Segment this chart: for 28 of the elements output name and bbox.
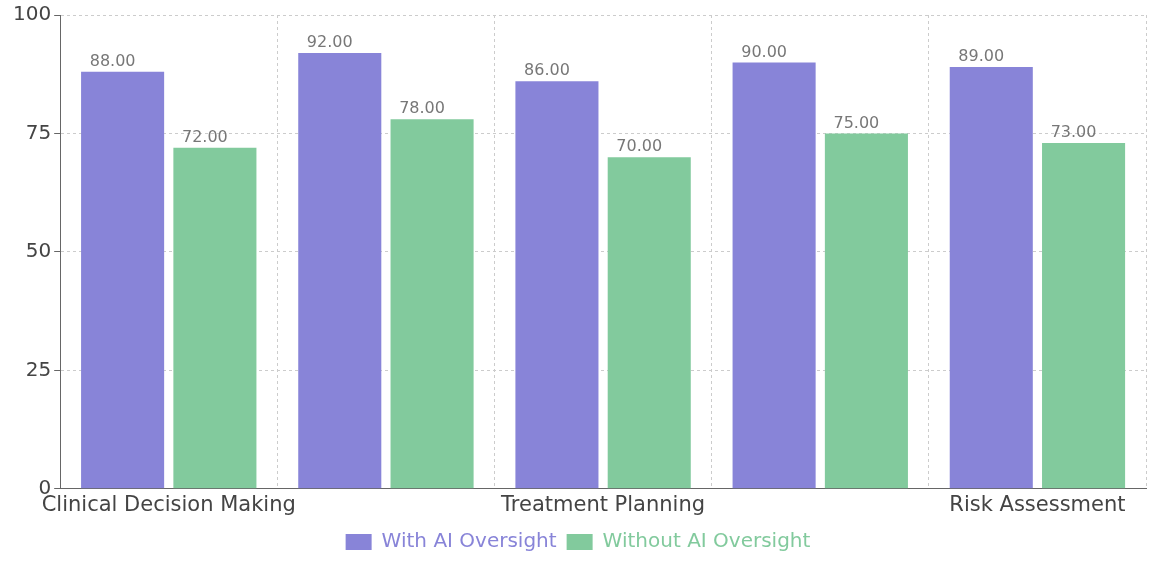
data-label: 90.00 [741,41,788,61]
bar [390,119,474,489]
bar [298,52,382,489]
bar [173,147,257,489]
data-label: 78.00 [399,98,445,118]
bar [81,71,165,489]
data-label: 70.00 [616,136,663,156]
bar [824,133,908,489]
bar [949,67,1033,489]
y-tick-label: 25 [25,356,52,381]
y-tick-label: 75 [25,119,52,144]
y-tick-label: 100 [12,1,52,26]
data-label: 92.00 [306,32,353,52]
bar [732,62,816,489]
data-label: 73.00 [1050,122,1097,142]
bar [607,157,691,489]
data-label: 75.00 [833,112,880,132]
x-tick-label: Risk Assessment [949,491,1126,516]
data-label: 86.00 [524,60,570,80]
x-tick-label: Treatment Planning [500,491,706,516]
data-label: 72.00 [182,126,228,146]
data-label: 88.00 [89,51,136,71]
legend-label: With AI Oversight [381,528,557,553]
data-label: 89.00 [958,46,1005,66]
legend-label: Without AI Oversight [602,528,811,553]
bar [1042,142,1126,489]
bar [515,81,599,489]
y-tick-label: 50 [25,238,52,263]
